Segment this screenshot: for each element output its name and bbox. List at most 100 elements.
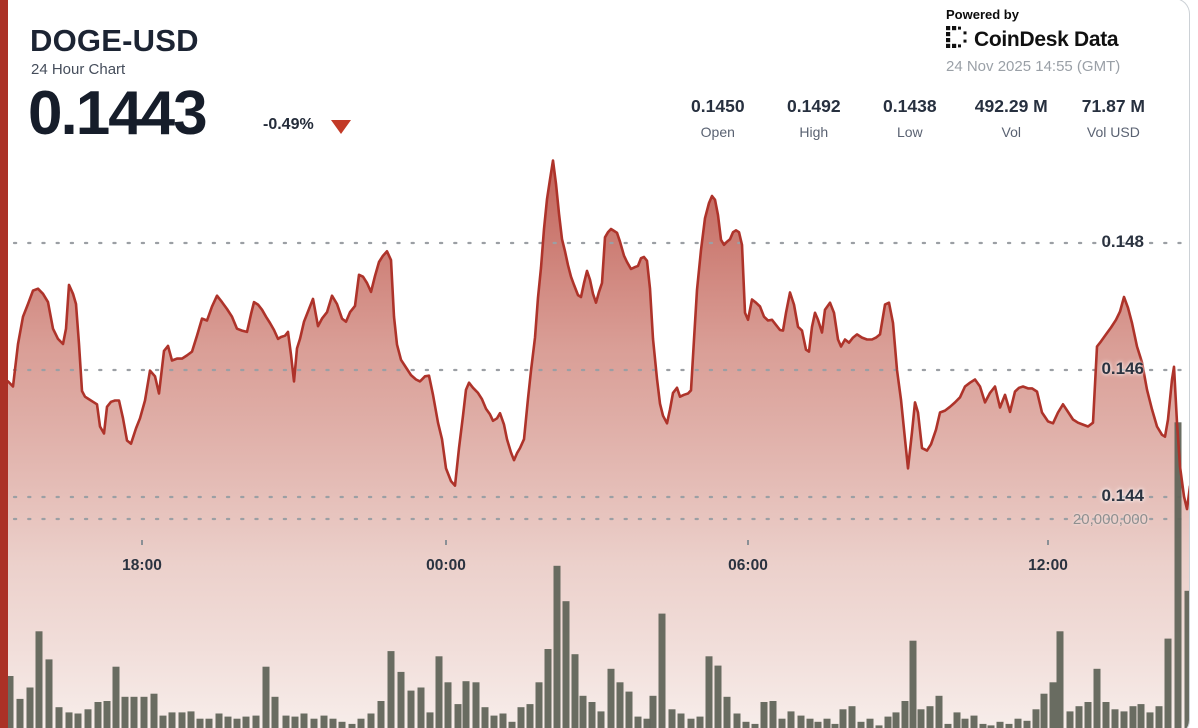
volume-bar <box>252 715 260 728</box>
volume-bar <box>588 702 596 728</box>
volume-bar <box>454 704 462 728</box>
volume-bar <box>723 696 731 728</box>
volume-bar <box>1093 668 1101 728</box>
volume-bar <box>1084 702 1092 728</box>
volume-bar <box>130 696 138 728</box>
volume-bar <box>444 682 452 728</box>
volume-bar <box>397 671 405 728</box>
stat-vol-usd: 71.87 M Vol USD <box>1082 96 1145 140</box>
volume-bar <box>45 659 53 728</box>
stat-value: 71.87 M <box>1081 96 1145 116</box>
volume-bar <box>996 721 1004 728</box>
volume-bar <box>472 682 480 728</box>
volume-bar <box>262 666 270 728</box>
volume-bar <box>751 723 759 728</box>
volume-bar <box>714 665 722 728</box>
stat-high: 0.1492 High <box>783 96 845 140</box>
volume-bar <box>1014 718 1022 728</box>
volume-bar <box>625 691 633 728</box>
x-axis-label-00:00: 00:00 <box>426 557 466 574</box>
volume-bar <box>705 656 713 728</box>
volume-bar <box>597 711 605 728</box>
volume-bar <box>1137 704 1145 728</box>
volume-bar <box>687 718 695 728</box>
volume-bar <box>233 718 241 728</box>
volume-bar <box>140 696 148 728</box>
stat-low: 0.1438 Low <box>879 96 941 140</box>
down-arrow-icon <box>331 120 351 134</box>
volume-bar <box>1005 723 1013 728</box>
volume-bar <box>462 681 470 728</box>
y-axis-label-0.144: 0.144 <box>1101 486 1144 505</box>
volume-bar <box>112 666 120 728</box>
volume-bar <box>571 654 579 728</box>
page-title: DOGE-USD <box>30 23 199 58</box>
current-price: 0.1443 <box>28 79 208 148</box>
volume-bar <box>65 712 73 728</box>
volume-bar <box>760 702 768 728</box>
volume-bar <box>348 723 356 728</box>
volume-bar <box>987 725 995 728</box>
powered-by-label: Powered by <box>946 7 1019 22</box>
volume-bar <box>1129 706 1137 728</box>
x-axis-label-18:00: 18:00 <box>122 557 162 574</box>
stat-open: 0.1450 Open <box>687 96 749 140</box>
volume-bar <box>1075 706 1083 728</box>
volume-bar <box>848 706 856 728</box>
volume-bar <box>892 712 900 728</box>
volume-bar <box>926 706 934 728</box>
volume-bar <box>562 601 570 728</box>
chart-subtitle: 24 Hour Chart <box>31 61 126 78</box>
volume-bar <box>616 682 624 728</box>
volume-bar <box>26 687 34 728</box>
volume-bar <box>300 713 308 728</box>
volume-bar <box>168 712 176 728</box>
volume-bar <box>544 649 552 728</box>
volume-bar <box>814 721 822 728</box>
volume-bar <box>103 701 111 728</box>
volume-bar <box>74 713 82 728</box>
volume-bar <box>839 709 847 728</box>
brand-name: CoinDesk Data <box>974 27 1119 51</box>
volume-bar <box>797 715 805 728</box>
x-axis-tick <box>141 540 143 545</box>
volume-bar <box>407 690 415 728</box>
price-area-fill <box>8 160 1189 728</box>
volume-bar <box>481 707 489 728</box>
volume-bar <box>282 715 290 728</box>
volume-bar <box>961 718 969 728</box>
volume-bar <box>150 693 158 728</box>
stat-label: Vol <box>1001 124 1022 140</box>
ohlc-stats-row: 0.1450 Open 0.1492 High 0.1438 Low 492.29 M Vol… <box>687 96 1145 140</box>
volume-bar <box>121 696 129 728</box>
volume-bar <box>579 695 587 728</box>
volume-bar <box>677 713 685 728</box>
volume-bar <box>329 718 337 728</box>
volume-bar <box>742 721 750 728</box>
stat-label: High <box>799 124 829 140</box>
stat-label: Low <box>896 124 923 140</box>
volume-bar <box>94 702 102 728</box>
stat-label: Open <box>700 124 735 140</box>
volume-bar <box>35 631 43 728</box>
volume-bar <box>979 723 987 728</box>
volume-bar <box>205 718 213 728</box>
stat-label: Vol USD <box>1086 124 1140 140</box>
volume-bar <box>426 712 434 728</box>
volume-bar <box>271 696 279 728</box>
volume-bar <box>1164 638 1172 728</box>
volume-bar <box>1184 590 1189 728</box>
volume-bar <box>517 707 525 728</box>
volume-bar <box>875 725 883 728</box>
coindesk-brand-block[interactable]: Powered by CoinDesk Data 24 Nov 2025 14:… <box>946 7 1120 75</box>
volume-axis-label: 20,000,000 <box>1072 511 1148 528</box>
volume-bar <box>187 711 195 728</box>
chart-timestamp: 24 Nov 2025 14:55 (GMT) <box>946 58 1121 75</box>
volume-bar <box>696 716 704 728</box>
volume-bar <box>643 718 651 728</box>
volume-bar <box>769 701 777 728</box>
stat-value: 492.29 M <box>974 96 1048 116</box>
volume-bar <box>338 721 346 728</box>
